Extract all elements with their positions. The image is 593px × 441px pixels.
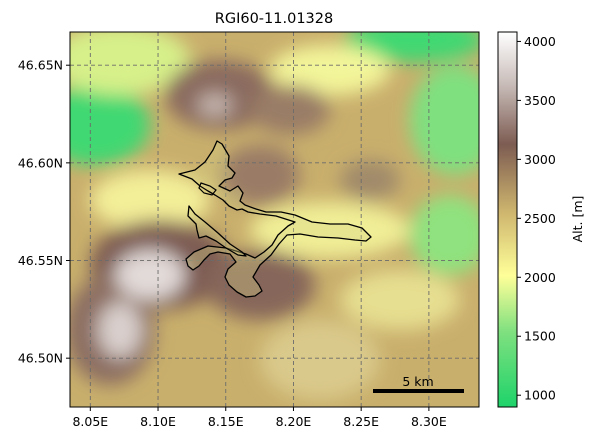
x-axis: 8.05E 8.10E 8.15E 8.20E 8.25E 8.30E [72,407,447,429]
scale-bar-line [373,389,464,393]
y-tick-label: 46.60N [18,155,63,170]
colorbar-label: Alt. [m] [570,196,585,243]
colorbar: 1000 1500 2000 2500 3000 3500 4000 Alt. [m] [497,31,585,408]
x-tick-label: 8.05E [72,414,108,429]
colorbar-tick-label: 3500 [524,93,556,108]
colorbar-ticks: 1000 1500 2000 2500 3000 3500 4000 [517,34,556,403]
colorbar-tick-label: 4000 [524,34,556,49]
colorbar-gradient [497,31,518,408]
terrain-dem [70,32,479,407]
y-tick-label: 46.50N [18,351,63,366]
scale-bar: 5 km [373,374,464,393]
map-gridlines [70,32,479,407]
x-tick-label: 8.30E [411,414,447,429]
glacier-outline-lobe [198,182,217,196]
x-tick-label: 8.15E [208,414,244,429]
colorbar-tick-label: 2000 [524,270,556,285]
colorbar-tick-label: 3000 [524,152,556,167]
x-tick-label: 8.10E [140,414,176,429]
glacier-outline-main [178,140,372,298]
colorbar-tick-label: 1500 [524,329,556,344]
y-tick-label: 46.65N [18,58,63,73]
glacier-outline-arm [187,205,247,257]
map-title: RGI60-11.01328 [215,11,333,27]
x-tick-label: 8.25E [343,414,379,429]
y-tick-label: 46.55N [18,253,63,268]
map-frame [69,31,480,408]
y-axis: 46.65N 46.60N 46.55N 46.50N [18,58,70,366]
x-tick-label: 8.20E [276,414,312,429]
glacier-outline [178,140,372,298]
colorbar-tick-label: 1000 [524,388,556,403]
colorbar-tick-label: 2500 [524,211,556,226]
scale-bar-label: 5 km [402,374,433,389]
